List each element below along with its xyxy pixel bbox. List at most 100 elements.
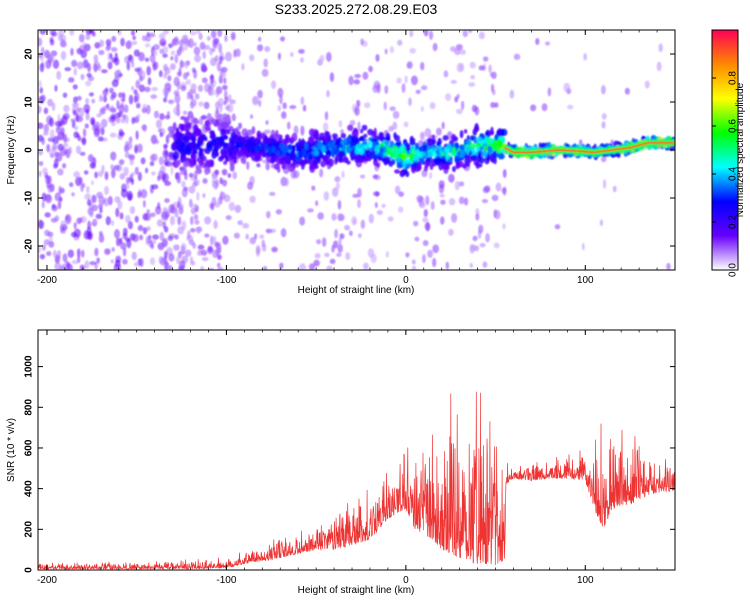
spectrogram-cell <box>73 222 77 230</box>
spectrogram-cell <box>135 79 141 89</box>
spectrogram-cell <box>122 247 127 257</box>
spectrogram-cell <box>123 183 130 190</box>
spectrogram-cell <box>270 80 277 90</box>
spectrogram-cell <box>191 67 196 73</box>
spectrogram-cell <box>341 171 345 179</box>
spectrogram-cell <box>57 200 62 210</box>
spectrogram-cell <box>51 204 58 212</box>
spectrogram-cell <box>79 151 86 156</box>
spectrogram-cell <box>86 226 92 236</box>
spectrogram-cell <box>363 102 371 109</box>
spectrogram-cell <box>186 115 190 122</box>
spectrogram-cell <box>151 153 158 162</box>
spectrogram-cell <box>142 103 147 110</box>
spectrogram-cell <box>130 86 135 91</box>
spectrogram-cell <box>81 137 87 146</box>
spectrogram-cell <box>470 244 477 251</box>
spectrogram-cell <box>185 79 192 85</box>
spectrogram-cell <box>497 140 503 147</box>
spectrogram-cell <box>149 257 156 266</box>
spectrogram-cell <box>209 73 215 84</box>
spectrogram-cell <box>290 150 296 157</box>
spectrogram-cell <box>452 165 457 173</box>
spectrogram-cell <box>337 213 344 222</box>
spectrogram-cell <box>535 37 540 46</box>
spectrogram-cell <box>38 105 42 114</box>
spectrogram-cell <box>466 135 470 142</box>
spectrogram-cell <box>232 171 238 180</box>
spectrogram-x-label: Height of straight line (km) <box>298 285 415 296</box>
spectrogram-cell <box>85 97 90 105</box>
spectrogram-cell <box>465 146 470 155</box>
spectrogram-cell <box>227 147 233 154</box>
spectrogram-cell <box>331 213 337 221</box>
spectrogram-cell <box>225 51 232 62</box>
spectrogram-cell <box>207 142 212 149</box>
colorbar-ticks: 0.0 0.2 0.4 0.6 0.8 <box>712 71 739 277</box>
spectrogram-cell <box>464 158 470 165</box>
spectrogram-cell <box>133 95 138 103</box>
spectrogram-x-ticks: -200 -100 0 100 <box>37 30 676 286</box>
spectrogram-cell <box>70 118 76 123</box>
spectrogram-cell <box>192 150 198 155</box>
spectrogram-cell <box>71 259 79 265</box>
spectrogram-cell <box>99 94 103 102</box>
spectrogram-cell <box>326 90 330 98</box>
spectrogram-cell <box>217 254 223 260</box>
x-tick-label: 100 <box>577 275 594 286</box>
spectrogram-cell <box>126 39 133 50</box>
spectrogram-cell <box>236 142 241 148</box>
spectrogram-cell <box>256 163 261 168</box>
spectrogram-cell <box>46 182 52 189</box>
spectrogram-cell <box>130 178 135 185</box>
spectrogram-cell <box>203 101 210 110</box>
spectrogram-cell <box>73 171 81 178</box>
spectrogram-cell <box>472 235 478 242</box>
spectrogram-cell <box>492 150 497 159</box>
spectrogram-cell <box>201 114 207 120</box>
spectrogram-cell <box>264 144 269 151</box>
spectrogram-cell <box>76 47 83 54</box>
spectrogram-cell <box>315 200 319 207</box>
spectrogram-cell <box>137 171 142 182</box>
spectrogram-cell <box>405 143 411 152</box>
spectrogram-cell <box>138 84 146 93</box>
spectrogram-cell <box>131 60 135 68</box>
spectrogram-cell <box>204 120 210 127</box>
spectrogram-cell <box>155 119 163 129</box>
spectrogram-cell <box>318 136 324 141</box>
spectrogram-cell <box>83 43 91 52</box>
spectrogram-cell <box>193 46 201 56</box>
spectrogram-cell <box>277 105 282 112</box>
spectrogram-cell <box>84 193 92 200</box>
spectrogram-cell <box>349 119 356 126</box>
spectrogram-cell <box>431 147 438 152</box>
spectrogram-cell <box>107 61 113 70</box>
colorbar-tick-label: 0.8 <box>728 71 739 85</box>
spectrogram-cell <box>196 165 202 170</box>
spectrogram-cell <box>299 263 306 270</box>
x-tick-label: -100 <box>216 575 236 586</box>
spectrogram-cell <box>202 50 207 60</box>
spectrogram-cell <box>52 250 58 258</box>
spectrogram-cell <box>468 30 473 34</box>
spectrogram-cell <box>180 123 185 131</box>
spectrogram-cell <box>261 68 269 77</box>
spectrogram-cell <box>419 131 425 140</box>
spectrogram-cell <box>425 221 431 232</box>
spectrogram-cell <box>122 232 128 240</box>
spectrogram-cell <box>172 151 180 160</box>
spectrogram-cell <box>133 262 139 267</box>
spectrogram-cell <box>347 124 354 132</box>
spectrogram-cell <box>367 141 373 149</box>
x-tick-label: 0 <box>403 575 409 586</box>
spectrogram-cell <box>163 30 170 35</box>
spectrogram-cell <box>87 154 94 163</box>
spectrogram-cell <box>301 150 307 156</box>
spectrogram-cell <box>119 173 126 180</box>
spectrogram-cell <box>105 216 112 226</box>
spectrogram-cell <box>189 95 194 100</box>
spectrogram-cell <box>374 202 378 209</box>
spectrogram-cell <box>147 77 152 86</box>
